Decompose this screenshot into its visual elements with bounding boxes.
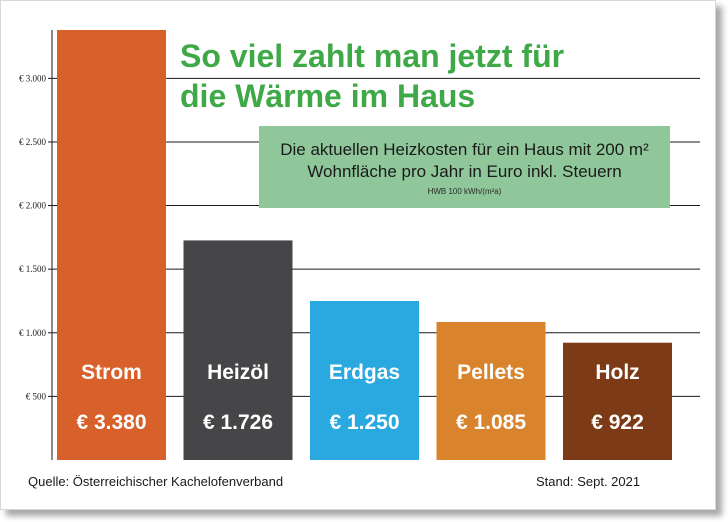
source-note: Quelle: Österreichischer Kachelofenverba… [28, 474, 284, 489]
category-label: Pellets [457, 361, 525, 384]
info-line-1: Die aktuellen Heizkosten für ein Haus mi… [280, 140, 649, 159]
category-label: Heizöl [207, 361, 269, 384]
category-label: Holz [595, 361, 639, 384]
y-tick-label: € 500 [26, 391, 47, 401]
bar-holz [563, 342, 672, 460]
y-tick-label: € 1.500 [19, 264, 47, 274]
category-label: Strom [81, 361, 142, 384]
y-tick-label: € 3.000 [19, 73, 47, 83]
title-line-2: die Wärme im Haus [180, 78, 476, 114]
y-tick-label: € 1.000 [19, 328, 47, 338]
y-tick-label: € 2.000 [19, 201, 47, 211]
value-label: € 922 [591, 411, 644, 434]
y-tick-label: € 2.500 [19, 137, 47, 147]
bar-pellets [436, 321, 546, 460]
value-label: € 3.380 [76, 411, 146, 434]
category-label: Erdgas [329, 361, 400, 384]
bar-erdgas [310, 300, 419, 460]
value-label: € 1.726 [203, 411, 273, 434]
info-box: Die aktuellen Heizkosten für ein Haus mi… [259, 126, 670, 208]
chart-title: So viel zahlt man jetzt für die Wärme im… [180, 36, 564, 116]
date-note: Stand: Sept. 2021 [536, 474, 641, 489]
info-line-2: Wohnfläche pro Jahr in Euro inkl. Steuer… [307, 162, 622, 181]
value-label: € 1.085 [456, 411, 526, 434]
value-label: € 1.250 [329, 411, 399, 434]
title-line-1: So viel zahlt man jetzt für [180, 38, 565, 74]
bar-heizöl [183, 240, 293, 460]
info-unit-note: HWB 100 kWh/(m²a) [427, 187, 502, 196]
bar-strom [57, 30, 166, 460]
